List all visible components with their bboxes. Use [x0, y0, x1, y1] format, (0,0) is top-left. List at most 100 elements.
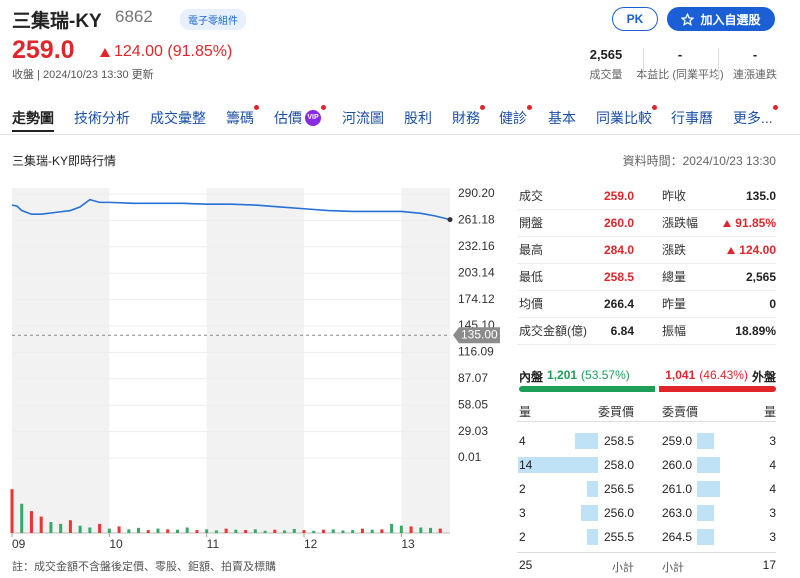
ref-label-box: [453, 327, 500, 344]
stat-number: 91.85%: [735, 216, 776, 230]
volume-bar: [302, 530, 306, 533]
time-band: [12, 188, 110, 533]
ask-volume: 4: [769, 482, 776, 496]
volume-bar: [224, 528, 228, 533]
bid-volume: 3: [519, 506, 526, 520]
total-divider: [517, 552, 776, 553]
y-tick-label: 261.18: [458, 213, 495, 227]
tab[interactable]: 健診: [499, 105, 532, 128]
stat-name: 漲跌: [662, 243, 687, 257]
volume-bar: [419, 527, 423, 533]
volume-bar: [137, 527, 141, 533]
tab[interactable]: 基本: [548, 108, 576, 128]
tab-label: 籌碼: [226, 110, 254, 126]
tab[interactable]: 股利: [404, 108, 432, 128]
volume-bar: [234, 529, 238, 533]
volume-bar: [244, 530, 248, 533]
red-dot: [480, 105, 485, 110]
stat-label: 成交量: [589, 69, 623, 81]
stat-cell: 266.4: [604, 296, 634, 312]
y-tick-label: 29.03: [458, 424, 488, 438]
x-tick-label: 12: [304, 537, 318, 551]
watchlist-button[interactable]: 加入自選股: [667, 7, 775, 31]
volume-bar: [49, 522, 53, 533]
tab-divider: [0, 134, 800, 135]
volume-bar: [205, 529, 209, 533]
tab-label: 財務: [452, 110, 480, 126]
change: 124.00 (91.85%): [114, 43, 233, 60]
stat-name: 昨量: [662, 297, 687, 311]
tab[interactable]: 成交彙整: [150, 108, 206, 128]
stock-name: 三集瑞-KY: [12, 11, 102, 32]
bid-bar: [575, 433, 598, 449]
stat-number: 266.4: [603, 297, 634, 311]
volume-bar: [409, 526, 413, 533]
tab-label: 成交彙整: [150, 110, 206, 126]
bid-volume: 2: [519, 530, 526, 544]
ref-label: 135.00: [461, 327, 498, 341]
book-header: 量: [763, 405, 776, 419]
industry-tag[interactable]: 電子零組件: [180, 9, 246, 30]
bid-price: 256.0: [603, 506, 634, 520]
volume-bar: [185, 527, 189, 533]
stat-number: 6.84: [610, 324, 634, 338]
red-dot: [254, 105, 259, 110]
tab-label: 走勢圖: [12, 110, 54, 126]
inner-pct: (53.57%): [581, 368, 630, 382]
stat-name: 振幅: [662, 324, 687, 338]
tab-label: 基本: [548, 110, 576, 126]
tab-label: 行事曆: [671, 110, 713, 126]
ask-bar: [697, 505, 715, 521]
tab[interactable]: 技術分析: [74, 108, 130, 128]
tab[interactable]: 籌碼: [226, 105, 259, 128]
ask-volume: 4: [769, 458, 776, 472]
tab[interactable]: 走勢圖: [12, 108, 54, 132]
volume-bar: [68, 520, 72, 533]
stat-divider: [643, 48, 644, 78]
tab[interactable]: 估價 VIP: [274, 105, 326, 128]
stat-number: 124.00: [739, 243, 776, 257]
stat-cell: 91.85%: [723, 215, 776, 231]
y-tick-label: 58.05: [458, 397, 488, 411]
ask-bar: [697, 529, 715, 545]
bid-bar: [586, 481, 598, 497]
bid-bar: [518, 457, 598, 473]
tab[interactable]: 河流圖: [342, 108, 384, 128]
ask-volume: 3: [769, 434, 776, 448]
tab[interactable]: 財務: [452, 105, 485, 128]
stat-name: 開盤: [519, 216, 544, 230]
tab-label: 更多...: [733, 110, 773, 126]
ask-bar: [697, 481, 720, 497]
bid-price: 255.5: [603, 530, 634, 544]
volume-bar: [370, 529, 374, 533]
red-dot: [652, 105, 657, 110]
time-band: [401, 188, 450, 533]
stat-value: -: [752, 47, 758, 62]
watchlist-label: 加入自選股: [700, 12, 761, 27]
volume-bar: [117, 526, 121, 533]
stat-cell: 124.00: [727, 242, 776, 258]
tab[interactable]: 更多...: [733, 105, 778, 128]
ask-bar: [697, 433, 715, 449]
volume-bar: [360, 528, 364, 533]
tab-label: 股利: [404, 110, 432, 126]
stat-name: 均價: [519, 297, 544, 311]
ask-price: 263.0: [662, 506, 693, 520]
outer-label: 外盤: [751, 370, 776, 384]
volume-bar: [263, 530, 267, 533]
volume-bar: [39, 516, 43, 533]
row-divider: [517, 236, 776, 237]
x-tick-label: 09: [12, 537, 26, 551]
star-icon: [681, 12, 695, 26]
tab[interactable]: 行事曆: [671, 108, 713, 128]
stat-cell: 258.5: [604, 269, 634, 285]
ask-price: 264.5: [662, 530, 693, 544]
tab[interactable]: 同業比較: [596, 105, 657, 128]
x-tick-label: 10: [109, 537, 123, 551]
volume-bar: [29, 511, 33, 533]
ask-price: 261.0: [662, 482, 693, 496]
pk-button[interactable]: PK: [612, 7, 658, 31]
bid-price: 256.5: [603, 482, 634, 496]
price: 259.0: [12, 36, 75, 64]
ask-volume: 3: [769, 506, 776, 520]
